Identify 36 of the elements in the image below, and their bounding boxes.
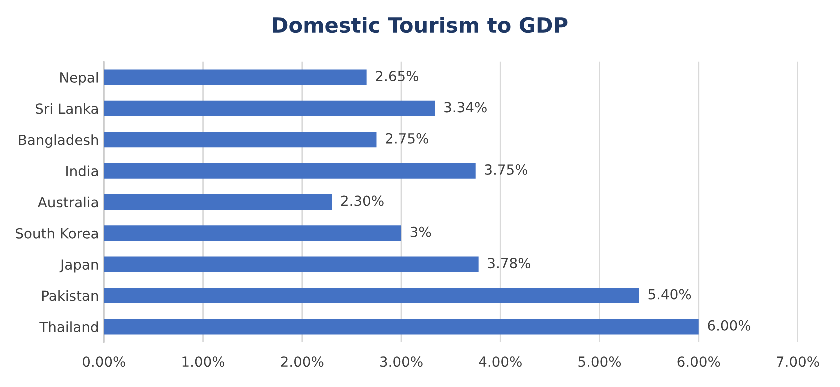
- x-tick-label: 1.00%: [182, 356, 225, 368]
- data-label: 3.34%: [444, 102, 487, 113]
- y-tick-label: South Korea: [16, 228, 98, 239]
- data-label: 3%: [410, 226, 432, 238]
- x-tick-label: 2.00%: [281, 356, 324, 368]
- bar: [104, 226, 402, 242]
- y-tick-label: India: [66, 166, 98, 177]
- data-label: 2.65%: [376, 71, 419, 82]
- y-tick-label: Pakistan: [42, 290, 98, 302]
- bar: [104, 70, 367, 86]
- bar: [104, 319, 699, 335]
- x-tick-label: 3.00%: [380, 356, 423, 368]
- data-label: 3.75%: [485, 164, 528, 176]
- x-tick-label: 0.00%: [83, 356, 126, 368]
- bar: [104, 256, 479, 272]
- bar: [104, 194, 332, 210]
- bar: [104, 288, 640, 304]
- bar: [104, 100, 436, 116]
- x-tick-label: 6.00%: [678, 356, 720, 368]
- bar: [104, 132, 377, 148]
- y-tick-label: Thailand: [40, 322, 98, 332]
- y-tick-label: Bangladesh: [19, 134, 98, 148]
- data-label: 5.40%: [648, 289, 692, 300]
- x-tick-label: 7.00%: [777, 356, 820, 368]
- chart-title: Domestic Tourism to GDP: [273, 17, 568, 34]
- x-tick-label: 4.00%: [479, 356, 522, 368]
- x-tick-label: 5.00%: [578, 356, 622, 368]
- bar: [104, 163, 476, 179]
- y-tick-label: Australia: [38, 196, 98, 208]
- data-label: 2.75%: [386, 133, 428, 144]
- data-label: 2.30%: [341, 196, 384, 206]
- data-label: 6.00%: [708, 320, 751, 331]
- y-tick-label: Nepal: [60, 72, 98, 86]
- data-label: 3.78%: [488, 258, 531, 269]
- y-tick-label: Sri Lanka: [36, 103, 98, 114]
- y-tick-label: Japan: [60, 260, 98, 273]
